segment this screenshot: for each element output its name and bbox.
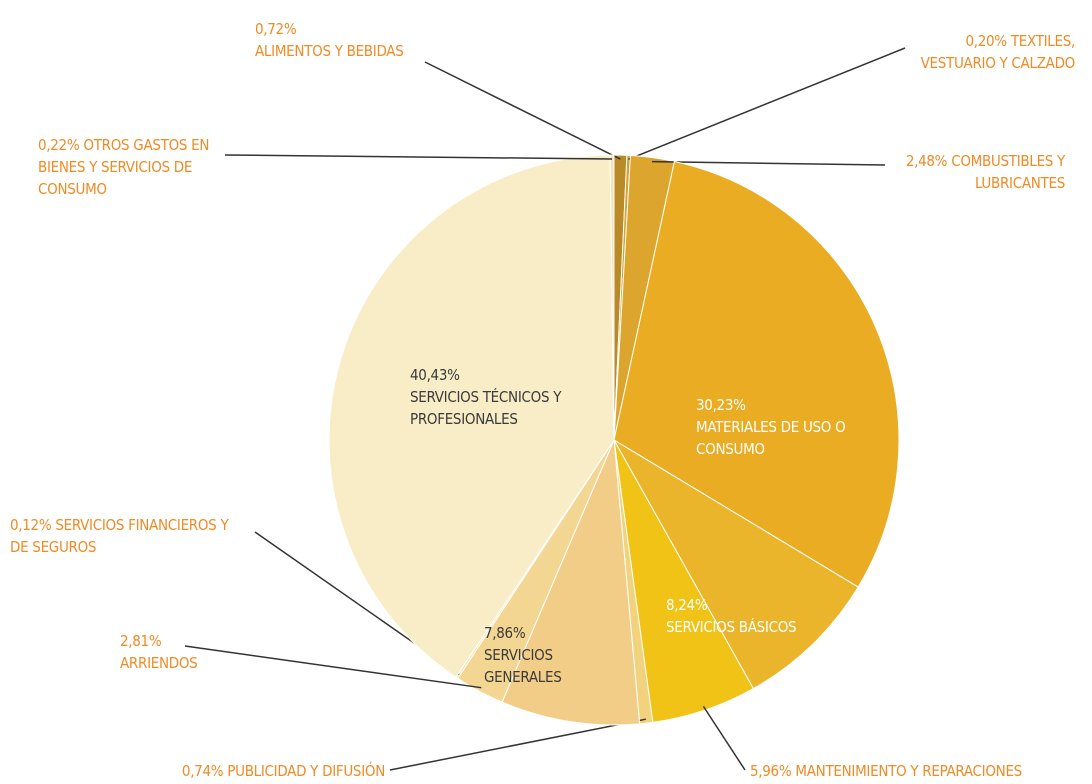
category-label: MATERIALES DE USO O CONSUMO [696, 418, 846, 458]
leader-line [628, 47, 906, 161]
pie-slice [613, 160, 900, 588]
slice-label: 30,23% MATERIALES DE USO O CONSUMO [696, 394, 866, 460]
value-label: 0,22% [38, 136, 80, 154]
slice-label: 7,86% SERVICIOS GENERALES [484, 622, 564, 688]
slice-label: 2,81% ARRIENDOS [120, 630, 198, 674]
value-label: 0,74% [181, 762, 224, 780]
value-label: 7,86% [484, 624, 526, 642]
slice-label: 2,48% COMBUSTIBLES Y LUBRICANTES [880, 150, 1065, 194]
category-label: PUBLICIDAD Y DIFUSIÓN [227, 762, 385, 780]
slice-label: 0,74% PUBLICIDAD Y DIFUSIÓN [145, 760, 385, 782]
value-label: 30,23% [696, 396, 746, 414]
leader-line [184, 645, 482, 689]
value-label: 2,48% [905, 152, 948, 170]
category-label: TEXTILES, VESTUARIO Y CALZADO [920, 32, 1076, 72]
pie-slice [609, 154, 615, 441]
pie-slice [612, 438, 859, 690]
category-label: OTROS GASTOS EN BIENES Y SERVICIOS DE CO… [38, 136, 210, 198]
slice-label: 0,22% OTROS GASTOS EN BIENES Y SERVICIOS… [38, 134, 228, 200]
value-label: 0,20% [965, 32, 1007, 50]
category-label: ALIMENTOS Y BEBIDAS [255, 42, 404, 60]
pie-slice [501, 439, 641, 726]
value-label: 0,72% [255, 20, 297, 38]
category-label: ARRIENDOS [120, 654, 198, 672]
value-label: 2,81% [120, 632, 162, 650]
value-label: 0,12% [10, 516, 52, 534]
category-label: SERVICIOS TÉCNICOS Y PROFESIONALES [410, 388, 562, 428]
leader-line [652, 160, 886, 166]
slice-label: 0,72% ALIMENTOS Y BEBIDAS [255, 18, 404, 62]
category-label: SERVICIOS FINANCIEROS Y DE SEGUROS [10, 516, 229, 556]
leader-line [702, 705, 746, 771]
value-label: 5,96% [750, 762, 792, 780]
value-label: 40,43% [410, 366, 460, 384]
category-label: MANTENIMIENTO Y REPARACIONES [795, 762, 1022, 780]
category-label: SERVICIOS BÁSICOS [666, 618, 797, 636]
value-label: 8,24% [666, 596, 708, 614]
slice-label: 5,96% MANTENIMIENTO Y REPARACIONES [750, 760, 1090, 782]
category-label: SERVICIOS GENERALES [484, 646, 562, 686]
slice-label: 40,43% SERVICIOS TÉCNICOS Y PROFESIONALES [410, 364, 580, 430]
pie-slice [328, 154, 615, 678]
category-label: COMBUSTIBLES Y LUBRICANTES [951, 152, 1065, 192]
slice-label: 0,12% SERVICIOS FINANCIEROS Y DE SEGUROS [10, 514, 250, 558]
leader-line [224, 154, 613, 160]
leader-line [389, 718, 646, 771]
slice-label: 0,20% TEXTILES, VESTUARIO Y CALZADO [900, 30, 1076, 74]
leader-line [424, 61, 621, 160]
slice-label: 8,24% SERVICIOS BÁSICOS [666, 594, 836, 638]
